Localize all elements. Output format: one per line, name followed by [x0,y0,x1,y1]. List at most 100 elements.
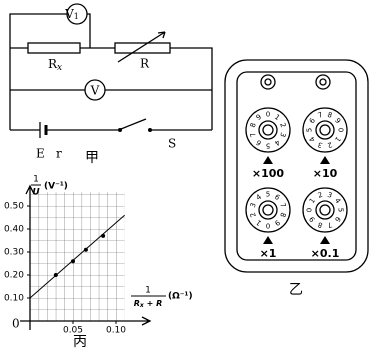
r-internal-label: r [56,147,62,161]
x-label-den: Rx + R [134,299,162,309]
pointer [263,236,273,244]
rx-sub: x [57,63,62,73]
dial-digit: 4 [308,135,317,144]
pointer [320,236,330,244]
dial-digit: 6 [273,193,282,202]
y-tick-label: 0.50 [4,202,24,212]
data-point [101,233,106,238]
y-tick-label: 0.40 [4,225,24,235]
dial-digit: 7 [249,131,258,138]
dial-knob [315,120,335,140]
dial-knob-inner [319,204,331,216]
dial-digit: 5 [266,142,270,150]
dial-digit: 3 [249,202,258,209]
e-label: E [36,147,45,161]
dial-knob [258,200,278,220]
dial-digit: 6 [308,116,317,125]
den-rest: + R [144,299,162,308]
y-label-num: 1 [33,175,39,185]
dial-digit: 5 [266,191,270,199]
v1-label: V1 [64,7,79,22]
x-tick-label: 0.05 [63,326,83,336]
dial-digit: 8 [317,220,324,229]
graph: 0 1 U (V⁻¹) 1 Rx + R (Ω⁻¹) 丙 0.10 0.20 0.3… [4,175,193,351]
dial-digit: 0 [266,222,270,230]
dial-digit: 1 [333,135,342,143]
dial-digit: 8 [249,122,258,129]
switch-pin [148,128,152,132]
dial-ring [302,187,348,233]
fit-line [29,214,125,299]
dial-digit: 2 [326,140,333,149]
data-point [53,273,58,277]
dial-digit: 8 [326,111,333,120]
terminal [260,74,276,90]
dial-digit: 5 [337,208,345,212]
rx-main: R [48,57,58,71]
terminal [315,74,331,90]
dial-digit: 7 [278,202,287,209]
switch-lever [120,118,147,130]
rheostat-arrow [117,31,166,63]
data-point [83,247,88,252]
dial-digit: 2 [249,211,258,218]
wires [9,13,213,131]
dial-digit: 1 [255,218,263,227]
dial-digit: 9 [308,215,317,223]
dial-ring [245,187,291,233]
den-main: R [134,299,140,308]
dial-digit: 8 [278,211,287,218]
resistor-r [114,42,171,54]
dial-label: ×0.1 [311,247,340,260]
dial-digit: 4 [255,193,264,202]
dial-digit: 9 [333,117,342,125]
dial-label: ×10 [313,167,338,180]
dial-digit: 2 [317,191,324,200]
box-inner [236,71,357,261]
dial-digit: 7 [317,111,324,120]
dial-digit: 1 [273,113,281,122]
dial-digit: 0 [337,128,345,132]
dial-digit: 4 [273,138,282,147]
y-tick-label: 0.30 [4,248,24,258]
dial-digit: 0 [306,208,314,212]
s-label: S [168,137,176,151]
dial-ring [245,107,291,153]
origin-label: 0 [12,317,20,331]
dial-label: ×100 [252,167,285,180]
terminal [319,78,327,86]
data-point [71,259,75,264]
y-tick-label: 0.20 [4,271,24,281]
dial-digit: 1 [308,197,317,205]
circuit: V1 Rx R V E r S 甲 [9,3,213,166]
dial-digit: 3 [326,191,333,200]
x-label-num: 1 [145,286,151,296]
dial-knob-inner [262,124,274,136]
r-label: R [140,57,150,71]
dial-knob-inner [262,204,274,216]
den-sub: x [139,302,145,309]
dial-knob [258,120,278,140]
y-tick-label: 0.10 [4,294,24,304]
terminal [264,78,272,86]
dial-digit: 0 [266,111,270,119]
dial-digit: 9 [255,113,263,122]
dial-digit: 5 [306,128,314,132]
dial-knob-inner [319,124,331,136]
dial-digit: 9 [273,218,281,227]
y-label-den: U [32,188,40,198]
v1-sub: 1 [74,12,79,21]
voltmeter-v [84,79,106,101]
v1-main: V [64,7,74,21]
pointer [263,156,273,164]
dial-digit: 6 [254,138,263,147]
axes [20,184,152,330]
v-label: V [90,84,100,98]
pointer [320,156,330,164]
dial-digit: 4 [333,197,342,206]
caption: 甲 [85,150,99,166]
dial-ring [302,107,348,153]
dial-digit: 3 [278,131,287,138]
